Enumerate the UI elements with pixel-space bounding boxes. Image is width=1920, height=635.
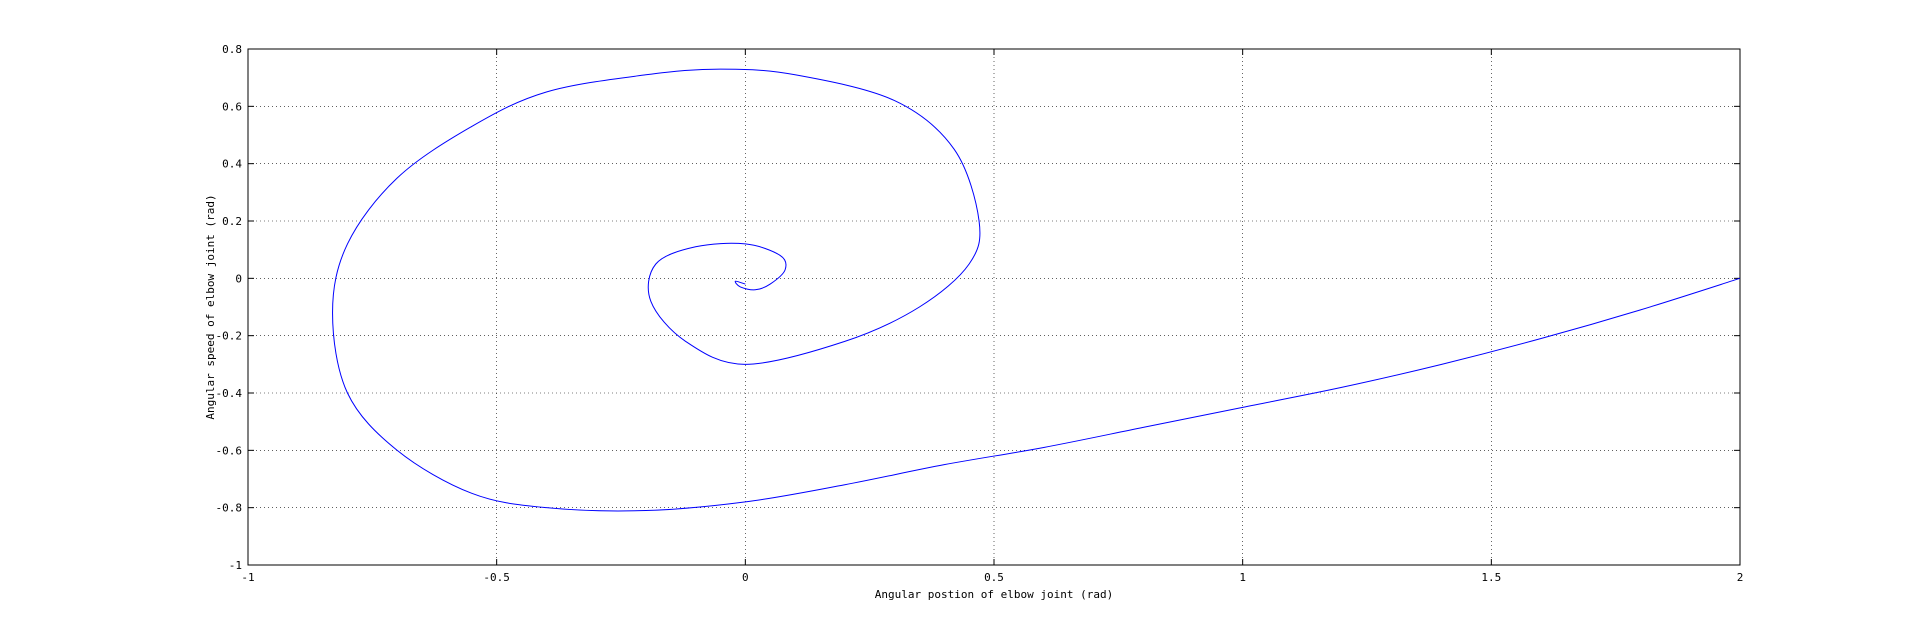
x-tick-label: -0.5 (483, 571, 510, 584)
y-tick-label: -0.8 (216, 502, 243, 515)
y-tick-label: 0 (235, 272, 242, 285)
axis-ticks: -1 -0.5 0 0.5 1 1.5 2 -1 -0.8 -0.6 -0.4 -0.2 0 0.2 0.4… (216, 43, 1744, 584)
y-axis-label: Angular speed of elbow joint (rad) (204, 194, 217, 419)
x-tick-label: -1 (241, 571, 254, 584)
x-tick-label: 0 (742, 571, 749, 584)
x-tick-label: 1.5 (1481, 571, 1501, 584)
y-tick-label: 0.6 (222, 100, 242, 113)
y-tick-label: -0.2 (216, 330, 243, 343)
grid (248, 49, 1740, 565)
series-line (332, 68, 1741, 512)
y-tick-label: -0.6 (216, 444, 243, 457)
x-tick-label: 1 (1239, 571, 1246, 584)
x-axis-label: Angular postion of elbow joint (rad) (875, 588, 1113, 601)
y-tick-label: 0.2 (222, 215, 242, 228)
x-tick-label: 2 (1737, 571, 1744, 584)
y-tick-label: -1 (229, 559, 242, 572)
y-tick-label: 0.4 (222, 158, 242, 171)
y-tick-label: 0.8 (222, 43, 242, 56)
x-tick-label: 0.5 (984, 571, 1004, 584)
y-tick-label: -0.4 (216, 387, 243, 400)
series-layer (332, 68, 1741, 512)
